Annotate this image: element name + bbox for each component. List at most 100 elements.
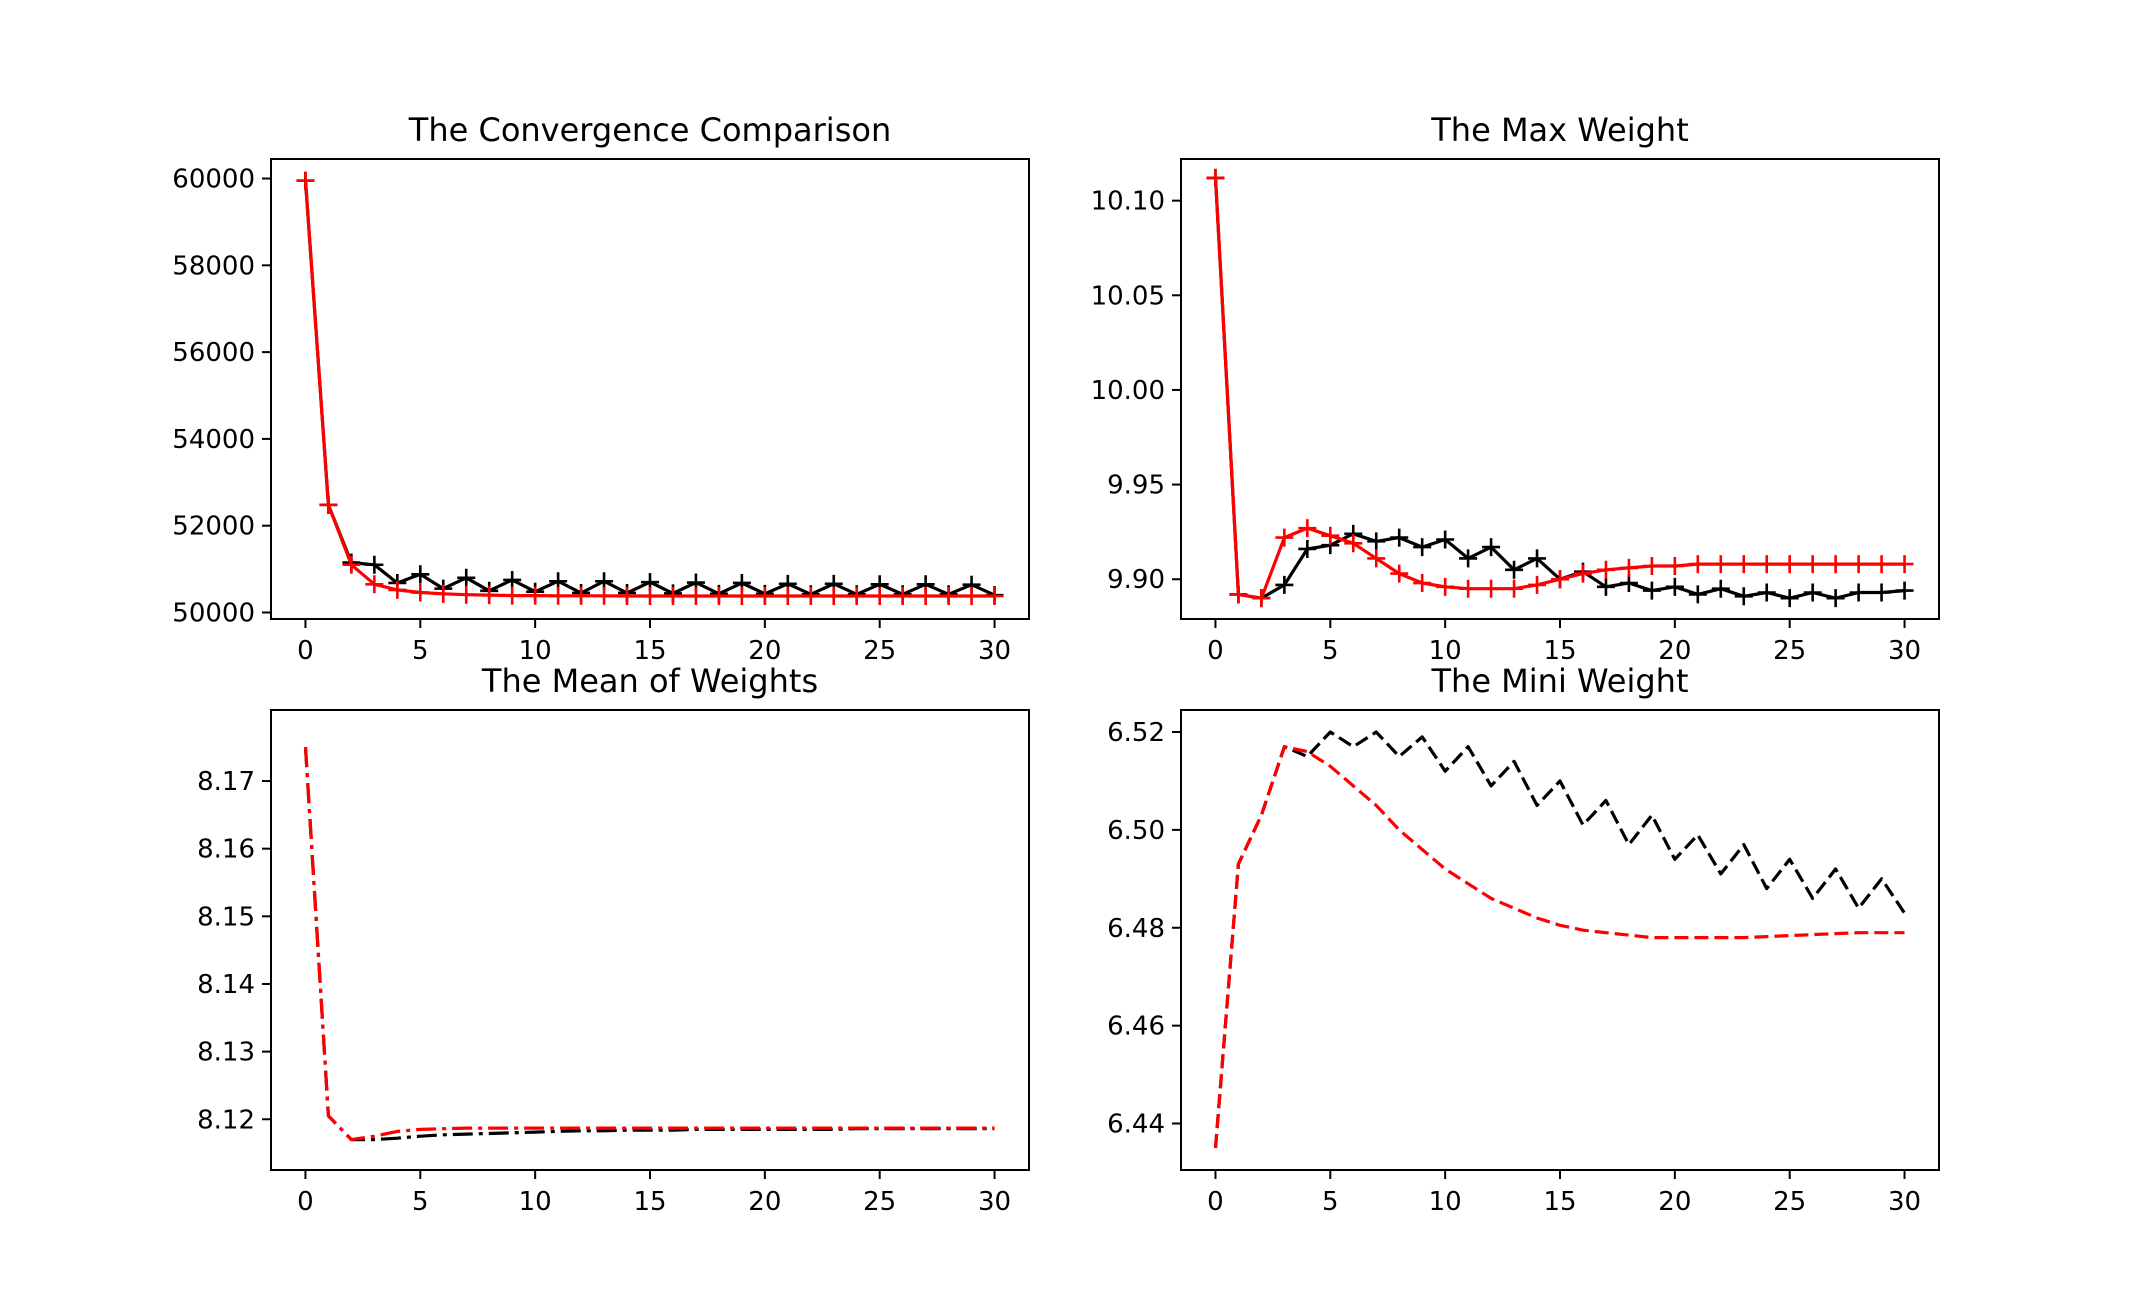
data-point-marker (686, 587, 705, 605)
plot-frame (270, 158, 1030, 620)
y-tick-label: 8.12 (197, 1105, 255, 1135)
panel-mini-weight: The Mini Weight 0 5 10 15 20 25 30 6.44 6.46 6.48 6… (1107, 662, 1940, 1217)
x-tick-label: 20 (1658, 636, 1691, 666)
x-tick-label: 30 (1888, 636, 1921, 666)
data-point-marker (1298, 539, 1317, 558)
data-point-marker (1413, 538, 1432, 557)
panel-convergence: The Convergence Comparison 0 5 10 15 20 25 30 50… (172, 111, 1030, 666)
data-point-marker (1872, 555, 1891, 574)
x-tick-label: 25 (863, 1187, 896, 1217)
data-point-marker (1688, 555, 1707, 574)
plot-frame (1180, 158, 1940, 620)
series-line-black (1213, 730, 1906, 1149)
data-point-marker (1252, 589, 1271, 608)
data-point-marker (1780, 589, 1799, 608)
data-point-marker (732, 587, 751, 605)
data-point-marker (1895, 555, 1914, 574)
data-point-marker (1734, 587, 1753, 606)
x-tick-label: 15 (1543, 1187, 1576, 1217)
data-point-marker (365, 575, 384, 594)
data-point-marker (411, 565, 430, 584)
y-tick-label: 56000 (172, 338, 255, 368)
x-tick-label: 10 (1429, 1187, 1462, 1217)
x-tick-label: 5 (412, 1187, 429, 1217)
x-tick-label: 15 (633, 636, 666, 666)
data-point-marker (801, 587, 820, 605)
x-tick-label: 20 (748, 1187, 781, 1217)
data-point-marker (916, 587, 935, 605)
data-point-marker (1711, 555, 1730, 574)
y-tick-label: 8.17 (197, 767, 255, 797)
data-point-marker (1803, 583, 1822, 602)
plot-frame (270, 709, 1030, 1171)
data-point-marker (1642, 556, 1661, 575)
y-tick-label: 8.16 (197, 835, 255, 865)
y-tick-label: 54000 (172, 425, 255, 455)
series-line-red (303, 747, 995, 1142)
data-point-marker (526, 586, 545, 605)
y-tick-label: 60000 (172, 165, 255, 195)
data-point-marker (1642, 581, 1661, 600)
data-point-marker (893, 587, 912, 605)
chart-title: The Mini Weight (1430, 662, 1688, 700)
chart-title: The Convergence Comparison (408, 111, 891, 149)
data-point-marker (1321, 526, 1340, 545)
data-point-marker (1413, 574, 1432, 593)
data-point-marker (1596, 577, 1615, 596)
x-tick-label: 30 (978, 1187, 1011, 1217)
data-point-marker (1619, 558, 1638, 577)
data-point-marker (1872, 583, 1891, 602)
data-point-marker (1344, 534, 1363, 553)
x-tick-label: 15 (633, 1187, 666, 1217)
data-point-marker (1528, 549, 1547, 568)
data-point-marker (1528, 575, 1547, 594)
data-point-marker (1229, 585, 1248, 604)
data-point-marker (1436, 530, 1455, 549)
x-tick-label: 10 (519, 636, 552, 666)
data-point-marker (663, 587, 682, 605)
data-point-marker (1275, 575, 1294, 594)
data-point-marker (572, 586, 591, 605)
data-point-marker (1459, 549, 1478, 568)
y-tick-label: 6.44 (1107, 1110, 1165, 1140)
x-tick-label: 5 (1322, 1187, 1339, 1217)
x-tick-label: 25 (1773, 636, 1806, 666)
x-tick-label: 15 (1543, 636, 1576, 666)
data-point-marker (1573, 564, 1592, 583)
data-point-marker (457, 568, 476, 587)
data-point-marker (1275, 528, 1294, 547)
panel-max-weight: The Max Weight 0 5 10 15 20 25 30 9.90 9.95 10.00 1… (1091, 111, 1940, 666)
y-tick-label: 6.50 (1107, 816, 1165, 846)
y-tick-label: 58000 (172, 251, 255, 281)
y-tick-label: 10.00 (1091, 376, 1165, 406)
data-point-marker (1619, 574, 1638, 593)
x-tick-label: 5 (1322, 636, 1339, 666)
data-point-marker (824, 587, 843, 605)
data-point-marker (411, 583, 430, 602)
data-point-marker (434, 584, 453, 603)
data-point-marker (1482, 538, 1501, 557)
data-point-marker (709, 587, 728, 605)
y-tick-label: 9.95 (1107, 471, 1165, 501)
data-point-marker (365, 555, 384, 574)
data-point-marker (1505, 579, 1524, 598)
data-point-marker (1206, 168, 1225, 187)
data-point-marker (1390, 564, 1409, 583)
y-tick-label: 52000 (172, 512, 255, 542)
panel-mean-weights: The Mean of Weights 0 5 10 15 20 25 30 8.12 8.13 8… (197, 662, 1030, 1217)
data-point-marker (1665, 577, 1684, 596)
y-tick-label: 10.05 (1091, 281, 1165, 311)
data-point-marker (847, 587, 866, 605)
data-point-marker (1803, 555, 1822, 574)
x-tick-label: 20 (748, 636, 781, 666)
data-point-marker (1596, 560, 1615, 579)
data-point-marker (1551, 570, 1569, 589)
data-point-marker (296, 171, 315, 190)
x-tick-label: 0 (1207, 1187, 1224, 1217)
x-tick-label: 10 (519, 1187, 552, 1217)
data-point-marker (480, 586, 499, 605)
data-point-marker (1665, 556, 1684, 575)
data-point-marker (1826, 555, 1845, 574)
data-point-marker (1459, 579, 1478, 598)
data-point-marker (388, 580, 407, 599)
